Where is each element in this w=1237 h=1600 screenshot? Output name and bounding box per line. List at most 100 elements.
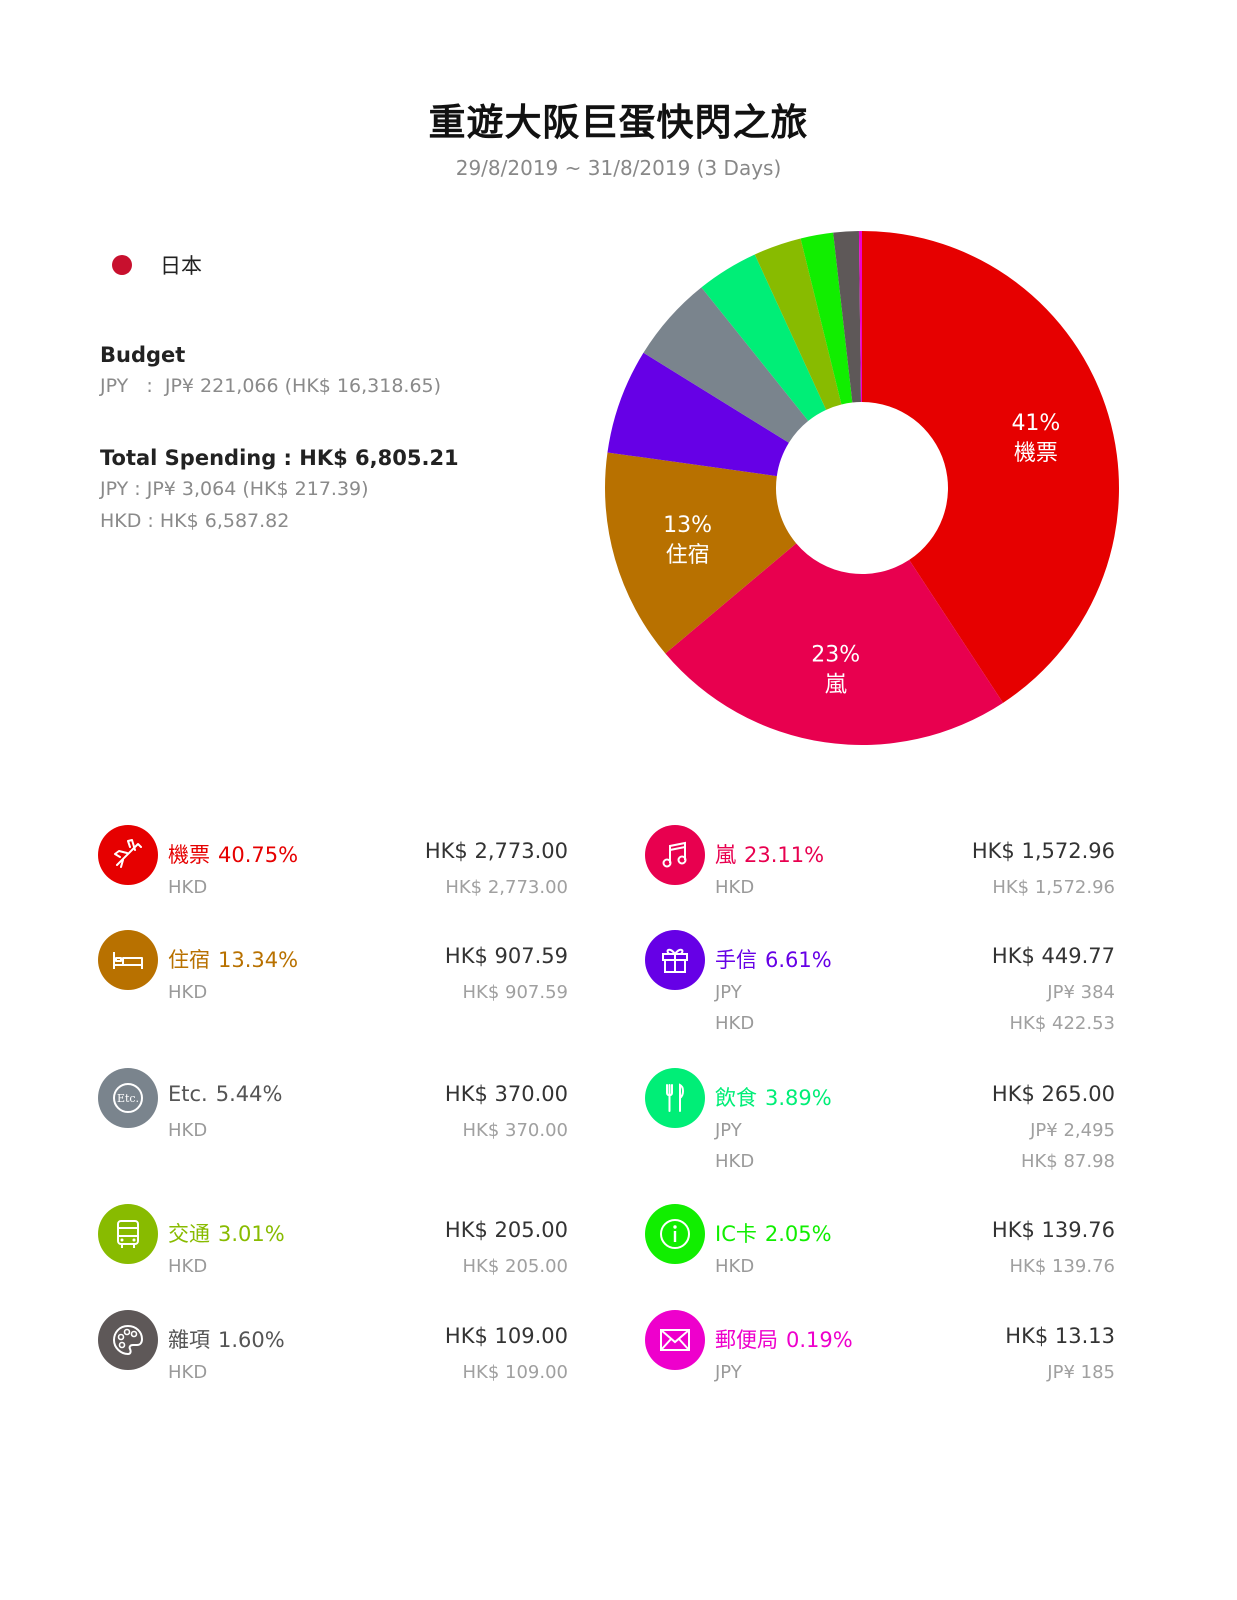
info-icon [645,1204,705,1264]
category-name: 飲食 [715,1086,757,1110]
category-item[interactable]: 機票 40.75% HK$ 2,773.00 HKD HK$ 2,773.00 [98,825,568,935]
category-currency: HKD [168,1256,208,1277]
country-color-dot [112,255,132,275]
category-name-line: 住宿 13.34% [168,944,298,974]
category-currency: JPY [715,982,742,1003]
category-percent: 23.11% [744,843,825,867]
pie-slice-category-label: 機票 [1014,441,1058,466]
pie-slice-9 [858,231,862,403]
pie-slice-4 [643,287,809,443]
category-name-line: 嵐 23.11% [715,839,824,869]
pie-slice-5 [701,254,827,421]
budget-jpy-line: JPY : JP¥ 221,066 (HK$ 16,318.65) [100,375,442,397]
category-total: HK$ 139.76 [991,1218,1115,1242]
bed-icon [98,930,158,990]
category-item[interactable]: 郵便局 0.19% HK$ 13.13 JPY JP¥ 185 [645,1310,1115,1420]
category-item[interactable]: Etc. Etc. 5.44% HK$ 370.00 HKD HK$ 370.00 [98,1068,568,1178]
category-item[interactable]: 嵐 23.11% HK$ 1,572.96 HKD HK$ 1,572.96 [645,825,1115,935]
category-currency-amount: HK$ 109.00 [462,1362,569,1383]
pie-slice-3 [607,352,789,477]
category-name: 嵐 [715,843,736,867]
category-name: Etc. [168,1082,208,1106]
svg-text:Etc.: Etc. [117,1092,139,1105]
category-item[interactable]: 雜項 1.60% HK$ 109.00 HKD HK$ 109.00 [98,1310,568,1420]
category-name-line: IC卡 2.05% [715,1218,832,1248]
bus-icon [98,1204,158,1264]
category-item[interactable]: 住宿 13.34% HK$ 907.59 HKD HK$ 907.59 [98,930,568,1040]
category-currency: HKD [715,1013,755,1034]
category-total: HK$ 205.00 [444,1218,568,1242]
pie-slice-1 [665,543,1004,745]
category-currency: JPY [715,1120,742,1141]
category-currency-amount: HK$ 422.53 [1009,1013,1116,1034]
total-spending-label: Total Spending : HK$ 6,805.21 [100,446,459,470]
category-currency-amount: HK$ 2,773.00 [445,877,568,898]
trip-title: 重遊大阪巨蛋快閃之旅 [428,101,809,144]
pie-slice-category-label: 住宿 [666,543,710,568]
category-percent: 2.05% [764,1222,832,1246]
category-currency-amount: HK$ 139.76 [1009,1256,1116,1277]
category-total: HK$ 13.13 [1005,1324,1115,1348]
budget-label: Budget [100,343,186,367]
category-currency: HKD [168,1362,208,1383]
category-item[interactable]: 交通 3.01% HK$ 205.00 HKD HK$ 205.00 [98,1204,568,1314]
category-currency: HKD [715,1256,755,1277]
category-percent: 3.89% [765,1086,832,1110]
envelope-icon [645,1310,705,1370]
cutlery-icon [645,1068,705,1128]
category-percent: 5.44% [215,1082,283,1106]
category-percent: 0.19% [786,1328,853,1352]
category-currency-amount: JP¥ 185 [1047,1362,1115,1383]
etc-icon: Etc. [98,1068,158,1128]
country-legend: 日本 [112,250,202,280]
category-currency: HKD [168,877,208,898]
category-total: HK$ 1,572.96 [971,839,1115,863]
category-name: 交通 [168,1222,210,1246]
spending-jpy-line: JPY : JP¥ 3,064 (HK$ 217.39) [100,478,369,500]
category-item[interactable]: 飲食 3.89% HK$ 265.00 JPY JP¥ 2,495 HKD HK$ 87.9… [645,1068,1115,1178]
palette-icon [98,1310,158,1370]
pie-slice-percent-label: 41% [1011,411,1060,436]
pie-slice-0 [862,231,1119,703]
category-total: HK$ 2,773.00 [424,839,568,863]
category-currency: HKD [715,1151,755,1172]
category-currency-amount: HK$ 370.00 [462,1120,569,1141]
category-name: 機票 [168,843,210,867]
trip-dates: 29/8/2019 ~ 31/8/2019 (3 Days) [455,156,782,180]
category-currency-amount: HK$ 1,572.96 [992,877,1115,898]
category-total: HK$ 449.77 [991,944,1115,968]
pie-slice-8 [833,231,861,403]
category-total: HK$ 907.59 [444,944,568,968]
category-percent: 3.01% [218,1222,285,1246]
spending-hkd-line: HKD : HK$ 6,587.82 [100,510,290,532]
category-currency-amount: HK$ 205.00 [462,1256,569,1277]
category-currency-amount: HK$ 87.98 [1020,1151,1115,1172]
category-percent: 40.75% [218,843,299,867]
category-name-line: 手信 6.61% [715,944,832,974]
category-item[interactable]: 手信 6.61% HK$ 449.77 JPY JP¥ 384 HKD HK$ 422.53 [645,930,1115,1040]
category-name-line: 郵便局 0.19% [715,1324,853,1354]
music-icon [645,825,705,885]
category-name: 雜項 [168,1328,210,1352]
category-total: HK$ 265.00 [991,1082,1115,1106]
pie-slice-category-label: 嵐 [825,673,847,698]
category-name-line: 飲食 3.89% [715,1082,832,1112]
pie-slice-6 [754,238,842,410]
spending-donut-chart: 41% 機票 23% 嵐 13% 住宿 [605,231,1119,745]
category-percent: 1.60% [218,1328,285,1352]
country-name: 日本 [160,254,202,278]
category-percent: 6.61% [765,948,832,972]
category-currency: HKD [168,982,208,1003]
category-name-line: 交通 3.01% [168,1218,285,1248]
category-total: HK$ 370.00 [444,1082,568,1106]
pie-slice-percent-label: 23% [811,643,860,668]
category-currency: HKD [715,877,755,898]
category-name-line: 機票 40.75% [168,839,298,869]
category-name-line: Etc. 5.44% [168,1082,282,1106]
plane-icon [98,825,158,885]
category-item[interactable]: IC卡 2.05% HK$ 139.76 HKD HK$ 139.76 [645,1204,1115,1314]
category-percent: 13.34% [218,948,299,972]
category-currency-amount: JP¥ 384 [1047,982,1115,1003]
pie-slice-2 [605,452,797,654]
category-name-line: 雜項 1.60% [168,1324,285,1354]
